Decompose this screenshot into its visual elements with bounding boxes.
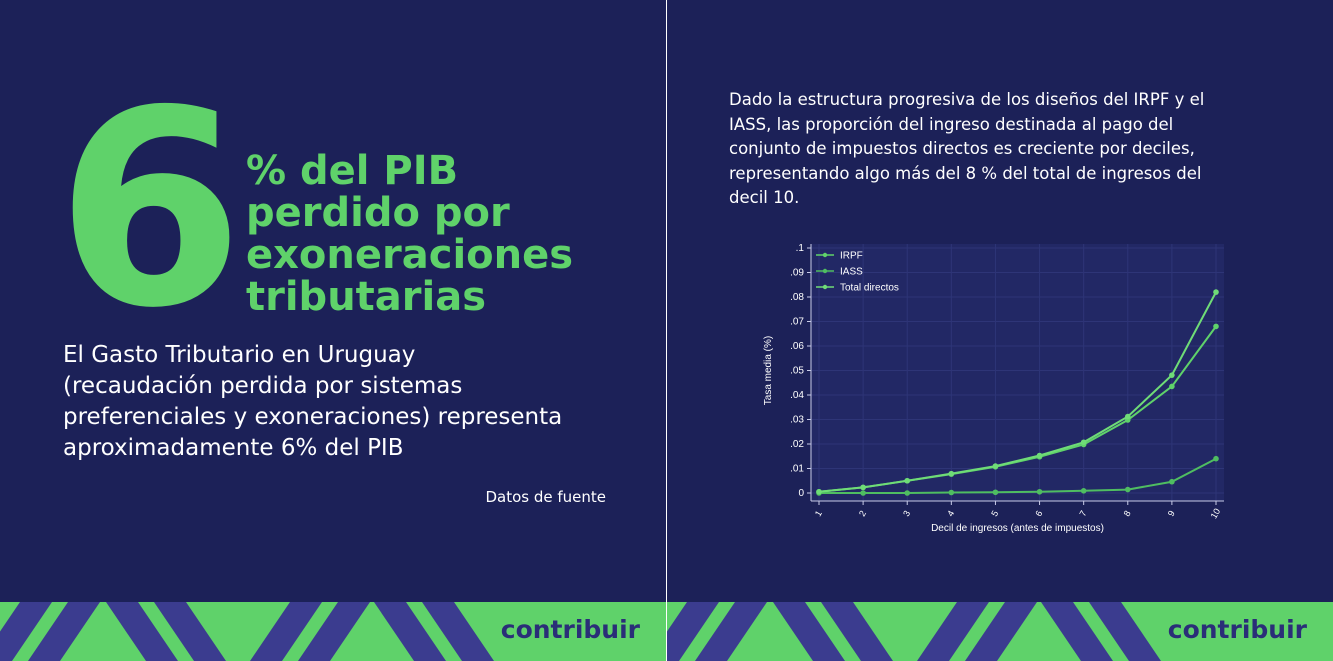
brand-logo: contribuir	[500, 615, 640, 644]
data-point	[904, 477, 911, 484]
source-link[interactable]: Datos de fuente	[485, 488, 606, 506]
data-point	[1169, 372, 1175, 378]
x-tick-label: 7	[1077, 509, 1088, 518]
series-line	[819, 457, 1217, 494]
data-point	[1213, 323, 1219, 330]
headline-line: % del PIB	[246, 148, 459, 194]
data-point	[860, 490, 866, 496]
y-tick-label: .04	[790, 390, 804, 401]
y-tick-label: .09	[790, 268, 804, 279]
x-tick-label: 1	[813, 509, 824, 518]
description: Dado la estructura progresiva de los dis…	[729, 88, 1289, 211]
footer-band: contribuir	[667, 602, 1333, 661]
x-tick-label: 8	[1122, 509, 1133, 518]
line-chart: 0 .01 .02 .03 .04 .05 .06 .07 .08 .09 .1 1 2 3 4 5 6 7 8 9 1…	[763, 243, 1224, 534]
data-point	[1124, 486, 1131, 493]
headline-line: perdido por	[246, 190, 510, 236]
data-point	[904, 490, 911, 496]
description-line: decil 10.	[729, 188, 800, 207]
legend-marker	[822, 284, 828, 290]
data-point	[948, 470, 955, 477]
big-number: 6	[56, 52, 244, 367]
body-line: (recaudación perdida por sistemas	[63, 373, 463, 399]
x-tick-label: 5	[989, 509, 1000, 518]
stripe-pattern	[667, 602, 1161, 661]
y-tick-label: .03	[790, 415, 804, 426]
y-tick-label: .05	[790, 366, 804, 377]
body-line: El Gasto Tributario en Uruguay	[63, 342, 416, 368]
data-point	[1169, 383, 1175, 390]
description-line: conjunto de impuestos directos es crecie…	[729, 139, 1195, 158]
data-point	[948, 489, 955, 496]
x-tick-label: 9	[1166, 509, 1177, 518]
body-line: aproximadamente 6% del PIB	[63, 435, 404, 461]
legend-label: IASS	[840, 267, 863, 278]
y-tick-label: 0	[798, 488, 804, 499]
y-axis-label: Tasa media (%)	[763, 336, 774, 405]
data-point	[1036, 452, 1043, 459]
y-tick-label: .08	[790, 292, 804, 303]
x-tick-label: 4	[945, 509, 956, 518]
y-tick-label: .1	[796, 243, 805, 254]
data-point	[1124, 413, 1131, 420]
x-tick-label: 2	[857, 509, 868, 518]
x-tick-label: 10	[1209, 507, 1223, 521]
y-tick-label: .01	[790, 464, 804, 475]
data-point	[1080, 439, 1087, 446]
data-point	[992, 463, 999, 469]
legend-label: IRPF	[840, 251, 863, 262]
data-point	[1080, 487, 1087, 494]
plot-area	[811, 244, 1224, 501]
data-point	[1213, 289, 1219, 295]
footer-band: contribuir	[0, 602, 666, 661]
data-point	[860, 484, 866, 491]
panel-divider	[666, 0, 667, 661]
y-tick-label: .07	[790, 317, 804, 328]
body-line: preferenciales y exoneraciones) represen…	[63, 404, 563, 430]
data-point	[992, 489, 999, 496]
series-line	[818, 291, 1217, 493]
y-tick-label: .06	[790, 341, 804, 352]
legend-label: Total directos	[840, 283, 899, 294]
data-point	[816, 488, 822, 495]
body-text: El Gasto Tributario en Uruguay (recaudac…	[63, 340, 623, 464]
headline-line: exoneraciones	[246, 232, 574, 278]
headline-line: tributarias	[246, 274, 487, 320]
data-point	[1036, 488, 1043, 495]
data-point	[1169, 478, 1175, 485]
left-slide: 6 % del PIB perdido por exoneraciones tr…	[0, 0, 666, 661]
legend-marker	[822, 252, 828, 258]
description-line: representando algo más del 8 % del total…	[729, 163, 1202, 183]
description-line: Dado la estructura progresiva de los dis…	[729, 90, 1205, 109]
stripe-pattern	[0, 602, 494, 661]
description-line: IASS, las proporción del ingreso destina…	[729, 114, 1174, 134]
right-slide: Dado la estructura progresiva de los dis…	[667, 0, 1333, 661]
x-tick-label: 3	[901, 509, 912, 518]
x-axis-label: Decil de ingresos (antes de impuestos)	[931, 523, 1104, 534]
y-tick-label: .02	[790, 439, 804, 450]
x-tick-label: 6	[1033, 509, 1044, 518]
data-point	[1213, 455, 1219, 462]
brand-logo: contribuir	[1167, 615, 1307, 644]
headline: % del PIB perdido por exoneraciones trib…	[246, 150, 646, 318]
legend-marker	[822, 268, 828, 274]
